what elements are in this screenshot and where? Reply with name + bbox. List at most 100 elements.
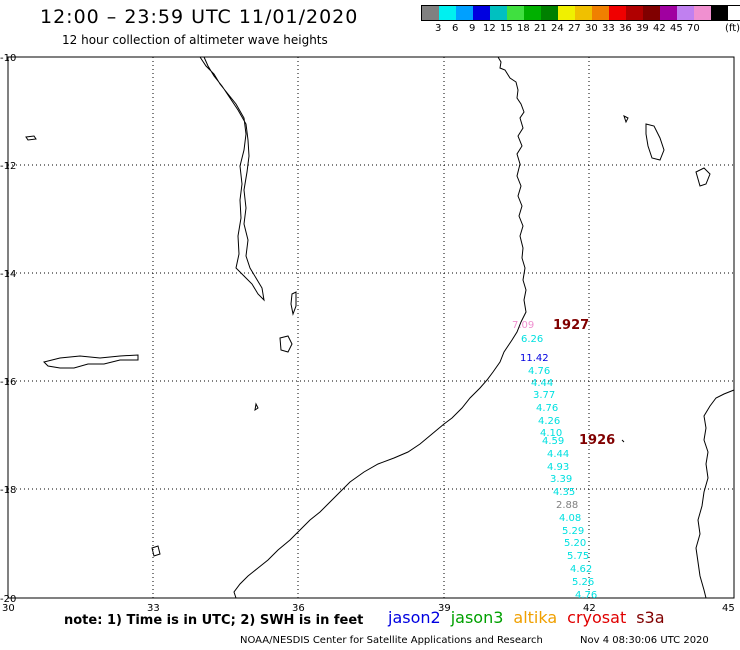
graticule [8,57,734,598]
legend-swatch [711,6,728,20]
satellite-legend-item: jason2 [388,608,441,627]
swh-reading: 4.44 [547,449,569,460]
lake-chilwa-outline [279,335,293,353]
legend-label: 27 [568,23,581,34]
swh-reading: 4.10 [540,428,562,439]
latitude-label: -12 [0,161,16,172]
legend-label: 15 [500,23,513,34]
lake-malawi-outline [199,56,265,302]
storm-labels: 1927 1926 [553,318,615,448]
east-africa-coastline [233,56,527,599]
longitude-label: 33 [147,603,160,614]
small-lake-outline [151,545,161,557]
latitude-label: -14 [0,269,16,280]
latitude-label: -10 [0,53,16,64]
legend-swatch [694,6,711,20]
longitude-label: 45 [722,603,735,614]
legend-swatch [592,6,609,20]
swh-reading: 4.76 [575,590,597,601]
longitude-label: 30 [2,603,15,614]
legend-swatch [626,6,643,20]
legend-label: 24 [551,23,564,34]
legend-swatch [677,6,694,20]
legend-label: 42 [653,23,666,34]
legend-swatch [439,6,456,20]
longitude-label: 39 [438,603,451,614]
swh-reading: 2.88 [556,500,578,511]
satellite-legend-item: s3a [636,608,665,627]
legend-unit: (ft) [725,23,740,34]
swh-reading: 3.39 [550,474,572,485]
legend-label: 30 [585,23,598,34]
swh-reading: 7.09 [512,320,534,331]
legend-swatch [422,6,439,20]
swh-reading: 5.75 [567,551,589,562]
swh-reading: 5.26 [572,577,594,588]
small-islet [621,439,625,443]
latitude-labels: -10 -12 -14 -16 -18 -20 [0,53,16,605]
swh-reading: 4.76 [536,403,558,414]
legend-label: 18 [517,23,530,34]
legend-swatch [473,6,490,20]
coastlines [25,56,735,599]
legend-swatch [507,6,524,20]
latitude-label: -18 [0,485,16,496]
legend-label: 33 [602,23,615,34]
color-legend: (ft) 3 6 9 12 15 18 21 24 27 30 33 36 39 42 45 70 [421,5,740,35]
legend-swatch [660,6,677,20]
swh-reading: 4.08 [559,513,581,524]
map-frame [7,56,735,599]
legend-label: 3 [435,23,442,34]
page-title: 12:00 – 23:59 UTC 11/01/2020 [40,6,359,28]
longitude-label: 42 [583,603,596,614]
legend-label: 70 [687,23,700,34]
swh-reading: 4.62 [570,564,592,575]
legend-label: 9 [469,23,476,34]
legend-label: 45 [670,23,683,34]
legend-swatch [643,6,660,20]
page-subtitle: 12 hour collection of altimeter wave hei… [62,33,328,47]
latitude-label: -20 [0,594,16,605]
lake-kariba-outline [43,354,139,369]
legend-swatch [575,6,592,20]
swh-reading: 4.59 [542,436,564,447]
swh-reading: 4.44 [531,378,553,389]
storm-label: 1927 [553,318,589,333]
swh-reading: 4.26 [538,416,560,427]
satellite-legend-item: cryosat [567,608,627,627]
legend-swatch [490,6,507,20]
credit-line: NOAA/NESDIS Center for Satellite Applica… [240,635,543,646]
comoros-island-outline [645,123,665,161]
comoros-island-outline [623,115,629,124]
longitude-label: 36 [292,603,305,614]
legend-swatch [541,6,558,20]
madagascar-coastline [695,389,735,599]
swh-reading: 5.20 [564,538,586,549]
swh-reading: 6.26 [521,334,543,345]
legend-swatch [524,6,541,20]
legend-label: 6 [452,23,459,34]
longitude-labels: 30 33 36 39 42 45 [2,603,735,614]
small-lake-outline [254,402,259,412]
swh-reading: 4.76 [528,366,550,377]
legend-label: 12 [483,23,496,34]
legend-swatch [609,6,626,20]
swh-reading: 3.77 [533,390,555,401]
small-lake-outline [290,291,297,316]
legend-swatch [456,6,473,20]
legend-label: 39 [636,23,649,34]
storm-label: 1926 [579,433,615,448]
small-lake-outline [25,135,37,141]
legend-label: 21 [534,23,547,34]
swh-reading: 4.35 [553,487,575,498]
legend-swatches [421,5,740,21]
latitude-label: -16 [0,377,16,388]
swh-reading: 11.42 [520,353,549,364]
swh-reading: 5.29 [562,526,584,537]
footnote: note: 1) Time is in UTC; 2) SWH is in fe… [64,613,364,628]
legend-swatch [558,6,575,20]
legend-labels: (ft) 3 6 9 12 15 18 21 24 27 30 33 36 39 42 45 70 [421,21,740,35]
legend-label: 36 [619,23,632,34]
satellite-legend-item: altika [513,608,558,627]
